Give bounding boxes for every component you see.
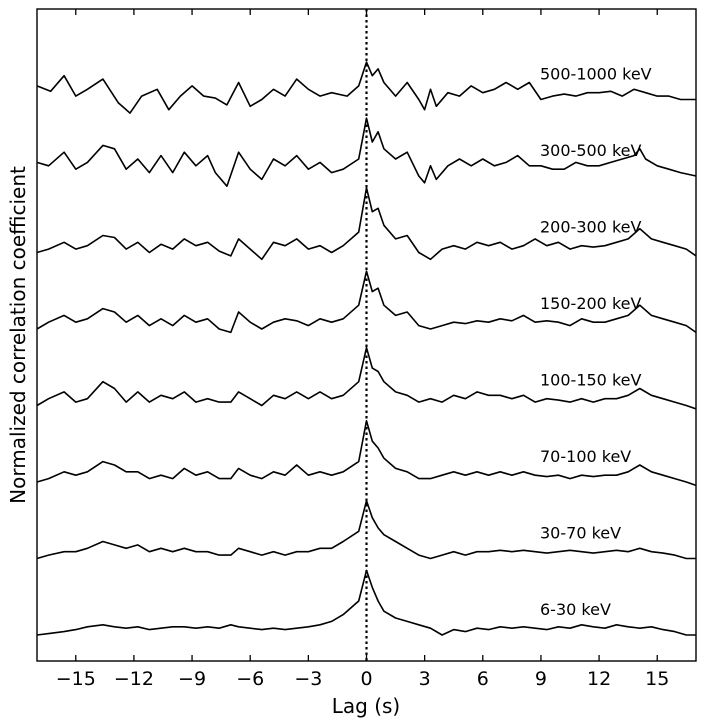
series-label: 300-500 keV xyxy=(540,141,641,160)
x-tick-label: −12 xyxy=(114,668,154,690)
x-tick-label: 3 xyxy=(419,668,431,690)
series-label: 150-200 keV xyxy=(540,294,641,313)
x-tick-label: 0 xyxy=(360,668,372,690)
x-tick-label: 15 xyxy=(645,668,669,690)
x-tick-label: −3 xyxy=(294,668,322,690)
x-axis-ticks xyxy=(75,9,658,661)
x-axis-label: Lag (s) xyxy=(332,694,400,718)
x-tick-label: 9 xyxy=(535,668,547,690)
series-line xyxy=(36,569,696,636)
series-line xyxy=(36,346,697,410)
x-tick-label: 12 xyxy=(587,668,611,690)
series-curves xyxy=(36,61,697,636)
x-tick-label: −9 xyxy=(178,668,206,690)
y-axis-label: Normalized correlation coefficient xyxy=(6,166,30,504)
x-tick-label: −6 xyxy=(236,668,264,690)
series-line xyxy=(36,117,697,187)
x-tick-label: 6 xyxy=(477,668,489,690)
x-tick-label: −15 xyxy=(56,668,96,690)
series-line xyxy=(36,270,697,334)
series-line xyxy=(36,419,697,487)
series-line xyxy=(36,499,696,560)
series-line xyxy=(36,187,697,261)
series-label: 6-30 keV xyxy=(540,600,611,619)
series-label: 200-300 keV xyxy=(540,218,641,237)
series-line xyxy=(36,61,696,114)
series-label: 70-100 keV xyxy=(540,447,631,466)
x-axis-tick-labels: −15 −12 −9 −6 −3 0 3 6 9 12 15 xyxy=(56,668,670,690)
series-labels: 500-1000 keV 300-500 keV 200-300 keV 150-20… xyxy=(540,65,652,620)
series-label: 100-150 keV xyxy=(540,371,641,390)
series-label: 30-70 keV xyxy=(540,524,621,543)
series-label: 500-1000 keV xyxy=(540,65,652,84)
